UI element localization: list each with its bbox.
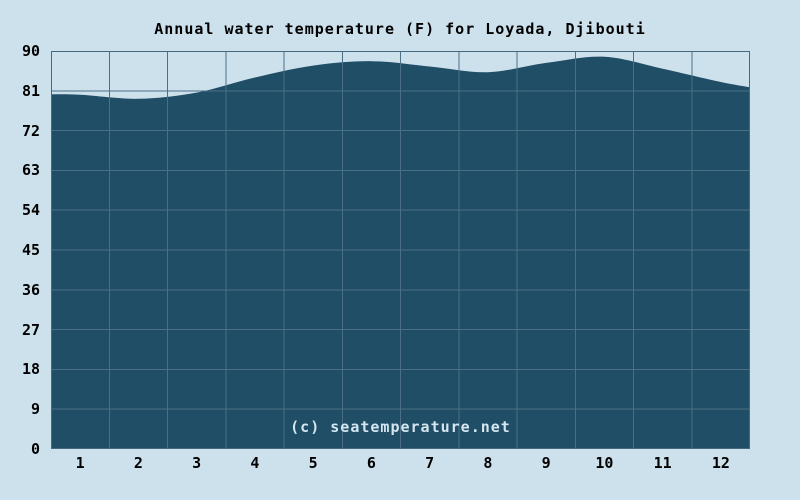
- x-tick-label: 11: [653, 454, 672, 472]
- y-tick-label: 81: [21, 81, 40, 100]
- y-tick-label: 54: [21, 201, 40, 220]
- x-tick-label: 4: [250, 454, 260, 472]
- y-tick-label: 18: [21, 360, 40, 379]
- y-tick-label: 36: [21, 280, 40, 299]
- gridlines: [51, 51, 750, 449]
- watermark: (c) seatemperature.net: [290, 418, 511, 436]
- plot-border: [51, 51, 750, 449]
- y-tick-label: 90: [21, 42, 40, 60]
- x-tick-label: 7: [425, 454, 435, 472]
- y-tick-label: 45: [21, 241, 40, 259]
- y-tick-label: 27: [21, 320, 40, 339]
- chart-title: Annual water temperature (F) for Loyada,…: [154, 20, 646, 38]
- plot-svg: [51, 51, 750, 449]
- x-tick-label: 8: [483, 454, 493, 472]
- y-tick-label: 9: [30, 400, 40, 419]
- y-tick-label: 63: [21, 161, 40, 180]
- x-tick-label: 10: [595, 454, 614, 472]
- x-tick-label: 6: [366, 454, 376, 472]
- y-tick-label: 0: [30, 440, 40, 458]
- x-tick-label: 2: [133, 454, 143, 472]
- x-tick-label: 3: [192, 454, 202, 472]
- x-tick-label: 12: [711, 454, 730, 472]
- x-tick-label: 5: [308, 454, 318, 472]
- x-tick-label: 9: [541, 454, 551, 472]
- y-tick-label: 72: [21, 121, 40, 140]
- plot-area: [51, 51, 750, 449]
- x-tick-label: 1: [75, 454, 85, 472]
